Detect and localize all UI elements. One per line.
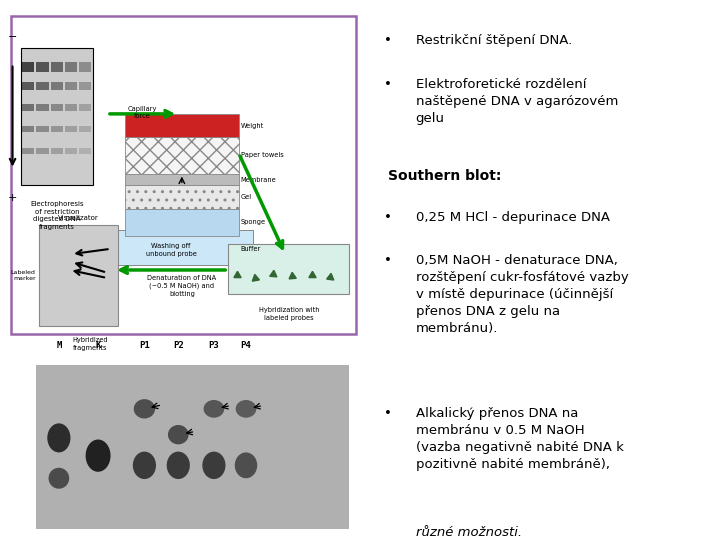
Text: M: M bbox=[56, 341, 62, 350]
Text: Elektroforetické rozdělení
naštěpené DNA v agarózovém
gelu: Elektroforetické rozdělení naštěpené DNA… bbox=[415, 78, 618, 125]
Text: Capillary
force: Capillary force bbox=[127, 106, 157, 119]
Text: •: • bbox=[384, 78, 392, 91]
Text: Alkalický přenos DNA na
membránu v 0.5 M NaOH
(vazba negativně nabité DNA k
pozi: Alkalický přenos DNA na membránu v 0.5 M… bbox=[415, 407, 624, 471]
Text: +: + bbox=[8, 193, 17, 203]
Ellipse shape bbox=[167, 451, 190, 479]
Bar bbox=[22, 104, 35, 111]
Bar bbox=[37, 126, 48, 132]
Text: různé možnosti.: různé možnosti. bbox=[415, 526, 522, 539]
Text: Weight: Weight bbox=[240, 123, 264, 129]
Bar bbox=[65, 126, 77, 132]
Bar bbox=[40, 225, 117, 326]
Bar bbox=[22, 148, 35, 153]
Text: Hybridized
fragments: Hybridized fragments bbox=[73, 337, 108, 350]
Bar bbox=[125, 174, 239, 185]
Bar bbox=[125, 185, 239, 209]
Bar bbox=[50, 148, 63, 153]
Bar bbox=[50, 62, 63, 71]
Bar bbox=[37, 62, 48, 71]
Bar bbox=[22, 126, 35, 132]
Text: Hybridization with
labeled probes: Hybridization with labeled probes bbox=[258, 307, 319, 321]
Text: Visualizator: Visualizator bbox=[58, 215, 99, 221]
Ellipse shape bbox=[202, 451, 225, 479]
Bar bbox=[22, 62, 35, 71]
Ellipse shape bbox=[235, 453, 257, 478]
Text: −: − bbox=[8, 32, 17, 43]
Ellipse shape bbox=[48, 423, 71, 453]
Bar bbox=[65, 62, 77, 71]
Ellipse shape bbox=[235, 400, 256, 418]
Bar bbox=[36, 341, 349, 365]
Ellipse shape bbox=[168, 425, 189, 444]
Text: •: • bbox=[384, 34, 392, 47]
Text: •: • bbox=[384, 212, 392, 225]
Text: K: K bbox=[95, 341, 101, 350]
Text: Paper towels: Paper towels bbox=[240, 152, 284, 158]
Bar bbox=[125, 114, 239, 137]
Ellipse shape bbox=[132, 451, 156, 479]
Text: •: • bbox=[384, 254, 392, 267]
Bar bbox=[22, 82, 35, 90]
Text: Buffer: Buffer bbox=[240, 246, 261, 252]
Text: Southern blot:: Southern blot: bbox=[388, 169, 501, 183]
Bar bbox=[125, 137, 239, 174]
Bar bbox=[37, 104, 48, 111]
Bar bbox=[228, 244, 349, 294]
Ellipse shape bbox=[204, 400, 224, 418]
Text: Sponge: Sponge bbox=[240, 219, 266, 225]
Text: Electrophoresis
of restriction
digested DNA
fragments: Electrophoresis of restriction digested … bbox=[30, 201, 84, 229]
Text: •: • bbox=[384, 407, 392, 420]
Text: Membrane: Membrane bbox=[240, 177, 276, 183]
Text: 0,5M NaOH - denaturace DNA,
rozštěpení cukr-fosfátové vazby
v místě depurinace (: 0,5M NaOH - denaturace DNA, rozštěpení c… bbox=[415, 254, 629, 335]
Text: P2: P2 bbox=[173, 341, 184, 350]
FancyBboxPatch shape bbox=[11, 16, 356, 334]
Bar bbox=[37, 82, 48, 90]
Ellipse shape bbox=[48, 468, 69, 489]
Bar bbox=[37, 148, 48, 153]
Bar bbox=[79, 62, 91, 71]
Text: 0,25 M HCl - depurinace DNA: 0,25 M HCl - depurinace DNA bbox=[415, 212, 610, 225]
Bar bbox=[65, 148, 77, 153]
Bar bbox=[79, 82, 91, 90]
Bar bbox=[50, 82, 63, 90]
Text: Washing off
unbound probe: Washing off unbound probe bbox=[145, 243, 197, 256]
Text: P1: P1 bbox=[139, 341, 150, 350]
Text: P4: P4 bbox=[240, 341, 251, 350]
Text: Gel: Gel bbox=[240, 194, 252, 200]
Ellipse shape bbox=[86, 440, 111, 472]
Bar bbox=[36, 365, 349, 529]
Text: Restrikční štěpení DNA.: Restrikční štěpení DNA. bbox=[415, 34, 572, 47]
Bar bbox=[50, 126, 63, 132]
Text: P3: P3 bbox=[209, 341, 220, 350]
Bar bbox=[50, 104, 63, 111]
Bar bbox=[79, 148, 91, 153]
Text: Denaturation of DNA
(~0.5 M NaOH) and
blotting: Denaturation of DNA (~0.5 M NaOH) and bl… bbox=[148, 275, 217, 297]
Text: Labeled
marker: Labeled marker bbox=[11, 270, 36, 281]
Ellipse shape bbox=[134, 399, 155, 418]
Bar bbox=[111, 230, 253, 265]
Bar bbox=[79, 126, 91, 132]
Bar bbox=[65, 104, 77, 111]
Bar bbox=[65, 82, 77, 90]
Bar bbox=[125, 209, 239, 235]
Bar bbox=[79, 104, 91, 111]
Bar bbox=[22, 48, 93, 185]
